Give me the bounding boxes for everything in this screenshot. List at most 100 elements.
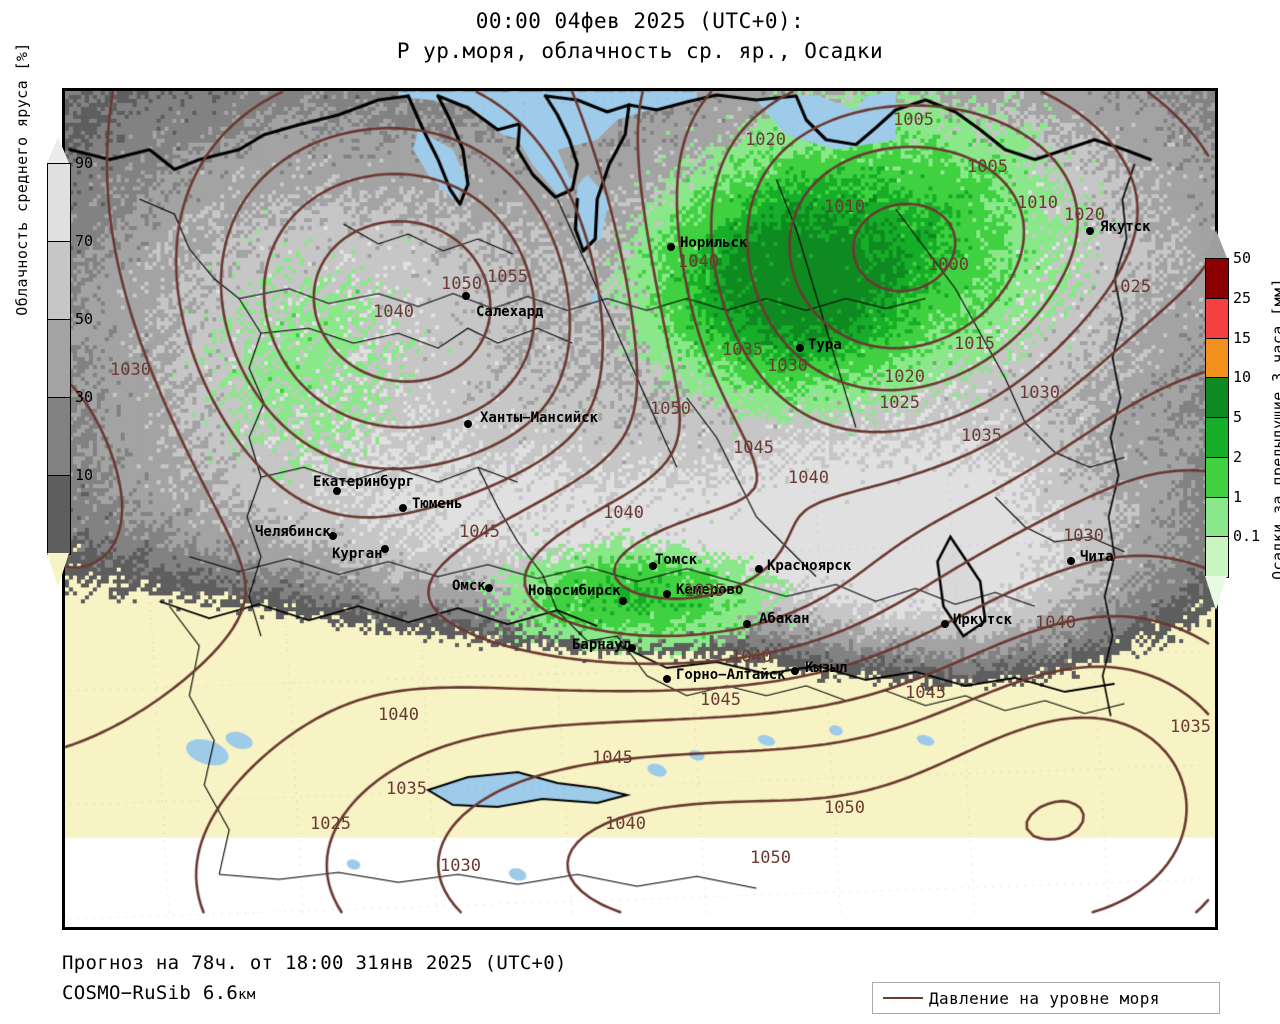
- city-label: Ханты−Мансийск: [480, 410, 599, 426]
- isobar-label: 1040: [605, 814, 646, 834]
- isobar-label: 1040: [1035, 613, 1076, 633]
- city-label: Абакан: [759, 611, 810, 627]
- city-marker[interactable]: [755, 565, 763, 573]
- city-marker[interactable]: [628, 644, 636, 652]
- model-name: COSMO−RuSib 6.6: [62, 982, 239, 1004]
- cloud-colorbar-tick: 50: [75, 310, 94, 328]
- city-marker[interactable]: [381, 545, 389, 553]
- city-marker[interactable]: [667, 243, 675, 251]
- isobar-label: 1030: [1019, 383, 1060, 403]
- city-marker[interactable]: [743, 620, 751, 628]
- precip-colorbar-segment: [1205, 258, 1229, 299]
- precip-colorbar-segment: [1205, 536, 1229, 578]
- city-label: Норильск: [680, 235, 748, 251]
- cloud-cover-colorbar: [47, 137, 71, 587]
- precip-colorbar-segment: [1205, 377, 1229, 418]
- isobar-label: 1015: [954, 334, 995, 354]
- city-marker[interactable]: [791, 667, 799, 675]
- isobar-label: 1045: [733, 438, 774, 458]
- isobar-label: 1035: [722, 340, 763, 360]
- forecast-info-line: Прогноз на 78ч. от 18:00 31янв 2025 (UTC…: [62, 952, 567, 974]
- cloud-colorbar-segment: [47, 241, 71, 320]
- precip-colorbar-segment: [1205, 496, 1229, 538]
- isobar-label: 1040: [378, 705, 419, 725]
- city-marker[interactable]: [941, 620, 949, 628]
- isobar-label: 1045: [592, 748, 633, 768]
- precip-colorbar-tick: 5: [1233, 408, 1243, 426]
- isobar-label: 1050: [441, 274, 482, 294]
- precip-colorbar-tick: 0.1: [1233, 527, 1261, 546]
- city-marker[interactable]: [649, 562, 657, 570]
- weather-map[interactable]: Норильск Якутск Салехард Тура Ханты−Мансийск…: [62, 88, 1218, 930]
- isobar-label: 1045: [459, 522, 500, 542]
- isobar-label: 1005: [893, 110, 934, 130]
- precip-colorbar-segment: [1205, 417, 1229, 458]
- cloud-colorbar-over-cap: [47, 137, 69, 163]
- city-marker[interactable]: [462, 292, 470, 300]
- isobar-label: 1035: [684, 581, 725, 601]
- cloud-colorbar-tick: 70: [75, 232, 94, 250]
- cloud-colorbar-segment: [47, 319, 71, 398]
- city-marker[interactable]: [333, 487, 341, 495]
- city-marker[interactable]: [1067, 557, 1075, 565]
- isobar-label: 1040: [603, 503, 644, 523]
- city-marker[interactable]: [1086, 227, 1094, 235]
- isobar-label: 1020: [745, 130, 786, 150]
- map-canvas: [65, 91, 1215, 927]
- isobar-label: 1000: [928, 255, 969, 275]
- cloud-colorbar-under-cap: [47, 553, 69, 587]
- cloud-colorbar-segment: [47, 163, 71, 242]
- isobar-label: 1050: [750, 848, 791, 868]
- isobar-label: 1025: [879, 393, 920, 413]
- city-marker[interactable]: [329, 532, 337, 540]
- city-label: Челябинск: [255, 524, 331, 540]
- city-marker[interactable]: [399, 504, 407, 512]
- isobar-label: 1040: [731, 647, 772, 667]
- city-marker[interactable]: [485, 584, 493, 592]
- city-label: Иркутск: [953, 612, 1013, 628]
- cloud-colorbar-tick: 90: [75, 154, 94, 172]
- isobar-label: 1040: [373, 302, 414, 322]
- city-marker[interactable]: [663, 675, 671, 683]
- city-label: Кызыл: [805, 660, 848, 676]
- city-marker[interactable]: [796, 344, 804, 352]
- pressure-line-swatch: [883, 997, 923, 999]
- city-label: Чита: [1080, 549, 1114, 565]
- city-label: Екатеринбург: [313, 474, 415, 490]
- isobar-label: 1045: [905, 683, 946, 703]
- precip-colorbar-segment: [1205, 456, 1229, 498]
- cloud-colorbar-segment: [47, 397, 71, 476]
- isobar-label: 1005: [967, 157, 1008, 177]
- cloud-cover-colorbar-title: Облачность среднего яруса [%]: [13, 42, 31, 316]
- isobar-label: 1035: [386, 779, 427, 799]
- isobar-label: 1050: [650, 399, 691, 419]
- precip-colorbar-under-cap: [1205, 576, 1227, 610]
- cloud-colorbar-tick: 10: [75, 466, 94, 484]
- title-line-1: 00:00 04фев 2025 (UTC+0):: [475, 9, 805, 33]
- precipitation-colorbar: [1205, 230, 1229, 610]
- footer: Прогноз на 78ч. от 18:00 31янв 2025 (UTC…: [62, 948, 567, 1010]
- precip-colorbar-tick: 15: [1233, 328, 1252, 347]
- isobar-label: 1040: [788, 468, 829, 488]
- isobar-label: 1010: [1017, 193, 1058, 213]
- isobar-label: 1030: [110, 360, 151, 380]
- model-resolution-unit: км: [238, 987, 256, 1003]
- page-title: 00:00 04фев 2025 (UTC+0): P ур.моря, обл…: [0, 6, 1280, 66]
- precip-colorbar-tick: 1: [1233, 487, 1243, 506]
- title-line-2: P ур.моря, облачность ср. яр., Осадки: [396, 39, 884, 63]
- pressure-legend: Давление на уровне моря: [872, 982, 1220, 1014]
- isobar-label: 1030: [1063, 526, 1104, 546]
- isobar-label: 1055: [487, 267, 528, 287]
- isobar-label: 1020: [1064, 205, 1105, 225]
- cloud-colorbar-tick: 30: [75, 388, 94, 406]
- model-info-line: COSMO−RuSib 6.6км: [62, 978, 567, 1010]
- city-label: Кемерово: [676, 582, 744, 598]
- city-marker[interactable]: [464, 420, 472, 428]
- city-label: Красноярск: [767, 558, 852, 574]
- precip-colorbar-tick: 2: [1233, 447, 1243, 466]
- city-marker[interactable]: [619, 597, 627, 605]
- precip-colorbar-over-cap: [1205, 230, 1227, 258]
- precip-colorbar-segment: [1205, 297, 1229, 339]
- city-label: Барнаул: [572, 637, 632, 653]
- city-marker[interactable]: [663, 590, 671, 598]
